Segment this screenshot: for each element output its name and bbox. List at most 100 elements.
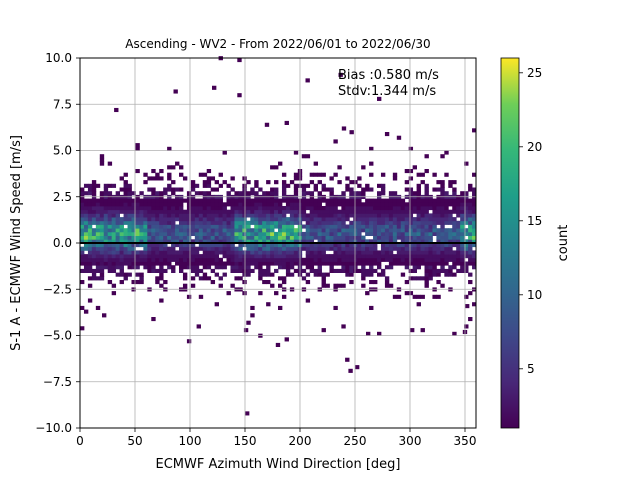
heatmap-cell xyxy=(285,231,291,236)
heatmap-cell xyxy=(238,265,243,270)
heatmap-cell xyxy=(262,209,267,214)
y-tick-label: 7.5 xyxy=(53,97,72,111)
heatmap-cell xyxy=(115,202,120,207)
heatmap-cell xyxy=(171,206,176,211)
heatmap-cell xyxy=(194,224,200,229)
heatmap-cell xyxy=(464,261,469,266)
heatmap-cell xyxy=(266,268,271,273)
heatmap-cell xyxy=(159,250,164,255)
heatmap-cell xyxy=(206,169,212,174)
heatmap-cell xyxy=(99,161,105,166)
heatmap-cell xyxy=(329,235,334,240)
heatmap-cell xyxy=(357,261,362,266)
heatmap-cell xyxy=(325,283,330,288)
heatmap-cell xyxy=(377,235,382,240)
heatmap-cell xyxy=(194,261,200,266)
heatmap-cell xyxy=(186,209,192,214)
heatmap-cell xyxy=(210,220,216,225)
heatmap-cell xyxy=(230,283,235,288)
heatmap-cell xyxy=(99,191,105,196)
heatmap-cell xyxy=(95,202,101,207)
heatmap-cell xyxy=(384,239,390,244)
heatmap-cell xyxy=(392,239,398,244)
heatmap-cell xyxy=(305,265,311,270)
heatmap-cell xyxy=(321,272,326,277)
heatmap-cell xyxy=(400,217,406,222)
heatmap-cell xyxy=(380,254,386,259)
heatmap-cell xyxy=(289,243,295,248)
heatmap-cell xyxy=(127,183,132,188)
heatmap-cell xyxy=(412,191,417,196)
heatmap-cell xyxy=(416,294,421,299)
heatmap-cell xyxy=(87,228,93,233)
y-tick-label: 2.5 xyxy=(53,190,72,204)
heatmap-cell xyxy=(289,272,295,277)
heatmap-cell xyxy=(400,220,406,225)
heatmap-cell xyxy=(377,213,382,218)
heatmap-cell xyxy=(163,239,168,244)
heatmap-cell xyxy=(349,209,354,214)
heatmap-cell xyxy=(186,224,192,229)
heatmap-cell xyxy=(190,268,196,273)
heatmap-cell xyxy=(242,220,247,225)
colorbar-tick-label: 25 xyxy=(527,66,542,80)
heatmap-cell xyxy=(333,250,338,255)
heatmap-cell xyxy=(380,172,386,177)
heatmap-cell xyxy=(186,231,192,236)
heatmap-cell xyxy=(384,265,390,270)
colorbar-tick-label: 10 xyxy=(527,288,542,302)
heatmap-cell xyxy=(408,239,414,244)
heatmap-cell xyxy=(357,217,362,222)
heatmap-cell xyxy=(436,202,441,207)
heatmap-cell xyxy=(222,150,227,155)
heatmap-cell xyxy=(341,228,346,233)
heatmap-cell xyxy=(266,224,271,229)
heatmap-cell xyxy=(254,191,259,196)
heatmap-cell xyxy=(412,265,417,270)
heatmap-cell xyxy=(333,254,338,259)
heatmap-cell xyxy=(246,265,251,270)
heatmap-cell xyxy=(464,198,469,203)
heatmap-cell xyxy=(444,246,449,251)
heatmap-cell xyxy=(388,213,394,218)
heatmap-cell xyxy=(388,254,394,259)
heatmap-cell xyxy=(456,268,461,273)
heatmap-cell xyxy=(456,224,461,229)
heatmap-cell xyxy=(127,261,132,266)
heatmap-cell xyxy=(285,228,291,233)
heatmap-cell xyxy=(460,198,465,203)
heatmap-cell xyxy=(95,231,101,236)
heatmap-cell xyxy=(91,202,97,207)
heatmap-cell xyxy=(440,209,445,214)
heatmap-cell xyxy=(143,198,148,203)
heatmap-cell xyxy=(95,268,101,273)
heatmap-cell xyxy=(258,202,263,207)
heatmap-cell xyxy=(238,254,243,259)
heatmap-cell xyxy=(369,213,374,218)
heatmap-cell xyxy=(353,235,358,240)
heatmap-cell xyxy=(107,183,113,188)
heatmap-cell xyxy=(131,202,136,207)
heatmap-cell xyxy=(246,235,251,240)
heatmap-cell xyxy=(242,176,247,181)
heatmap-cell xyxy=(167,220,172,225)
heatmap-cell xyxy=(456,243,461,248)
heatmap-cell xyxy=(127,272,132,277)
heatmap-cell xyxy=(305,235,311,240)
heatmap-cell xyxy=(281,231,287,236)
heatmap-cell xyxy=(428,250,433,255)
heatmap-cell xyxy=(131,265,136,270)
heatmap-cell xyxy=(432,213,437,218)
heatmap-cell xyxy=(337,198,342,203)
heatmap-cell xyxy=(179,228,184,233)
heatmap-cell xyxy=(408,176,414,181)
heatmap-cell xyxy=(119,176,124,181)
heatmap-cell xyxy=(357,268,362,273)
heatmap-cell xyxy=(380,187,386,192)
heatmap-cell xyxy=(210,250,216,255)
heatmap-cell xyxy=(91,228,97,233)
heatmap-cell xyxy=(436,254,441,259)
heatmap-cell xyxy=(412,276,417,281)
heatmap-cell xyxy=(214,217,219,222)
heatmap-cell xyxy=(309,261,315,266)
